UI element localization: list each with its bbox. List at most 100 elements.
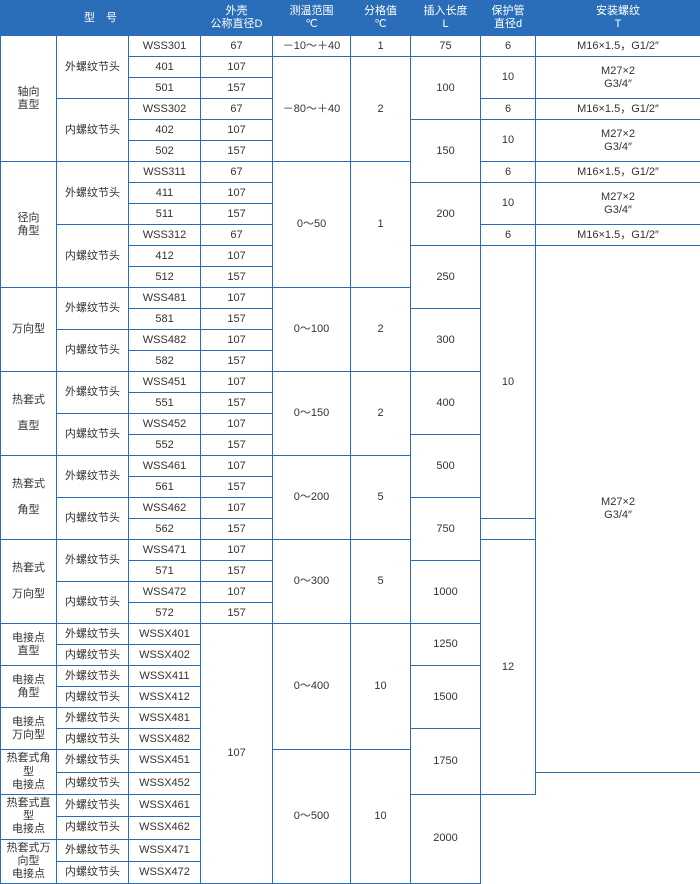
temp: 0～200 [273, 456, 351, 540]
dia: 157 [201, 204, 273, 225]
len: 750 [411, 498, 481, 561]
dia: 157 [201, 603, 273, 624]
joint-ext: 外螺纹节头 [57, 36, 129, 99]
model: WSSX471 [129, 839, 201, 861]
joint-int: 内螺纹节头 [57, 330, 129, 372]
len: 2000 [411, 794, 481, 883]
type-hot-univ-elec: 热套式万向型电接点 [1, 839, 57, 884]
dia: 157 [201, 561, 273, 582]
joint-ext: 外螺纹节头 [57, 456, 129, 498]
thread: M27×2G3/4″ [536, 57, 700, 99]
dia: 107 [201, 456, 273, 477]
joint-ext: 外螺纹节头 [57, 372, 129, 414]
dia: 107 [201, 498, 273, 519]
model: WSSX482 [129, 729, 201, 750]
tube: 6 [481, 162, 536, 183]
div: 10 [351, 624, 411, 750]
temp: 0～100 [273, 288, 351, 372]
dia: 107 [201, 414, 273, 435]
dia: 107 [201, 624, 273, 884]
len: 75 [411, 36, 481, 57]
div: 5 [351, 540, 411, 624]
joint-int: 内螺纹节头 [57, 582, 129, 624]
joint-ext: 外螺纹节头 [57, 666, 129, 687]
dia: 157 [201, 141, 273, 162]
model: WSS302 [129, 99, 201, 120]
model: WSSX472 [129, 861, 201, 883]
dia: 157 [201, 519, 273, 540]
len: 1500 [411, 666, 481, 729]
hdr-len: 插入长度L [411, 1, 481, 36]
type-elec-str: 电接点直型 [1, 624, 57, 666]
joint-ext: 外螺纹节头 [57, 288, 129, 330]
thread: M27×2G3/4″ [536, 246, 700, 772]
len: 250 [411, 246, 481, 309]
tube: 10 [481, 183, 536, 225]
model: 411 [129, 183, 201, 204]
len: 200 [411, 183, 481, 246]
thread: M27×2G3/4″ [536, 120, 700, 162]
model: 401 [129, 57, 201, 78]
div: 5 [351, 456, 411, 540]
div: 2 [351, 372, 411, 456]
div: 1 [351, 36, 411, 57]
model: 552 [129, 435, 201, 456]
len: 300 [411, 309, 481, 372]
joint-ext: 外螺纹节头 [57, 708, 129, 729]
temp: 0～300 [273, 540, 351, 624]
table-row: 径向角型 外螺纹节头 WSS311 67 0～50 1 6 M16×1.5，G1… [1, 162, 700, 183]
joint-int: 内螺纹节头 [57, 861, 129, 883]
model: WSSX411 [129, 666, 201, 687]
model: WSS461 [129, 456, 201, 477]
joint-ext: 外螺纹节头 [57, 162, 129, 225]
joint-int: 内螺纹节头 [57, 498, 129, 540]
model: 412 [129, 246, 201, 267]
dia: 157 [201, 477, 273, 498]
tube: 6 [481, 99, 536, 120]
dia: 157 [201, 435, 273, 456]
div: 10 [351, 750, 411, 884]
thread: M16×1.5，G1/2″ [536, 225, 700, 246]
dia: 107 [201, 582, 273, 603]
model: 511 [129, 204, 201, 225]
joint-ext: 外螺纹节头 [57, 839, 129, 861]
model: 512 [129, 267, 201, 288]
tube: 12 [481, 540, 536, 795]
joint-int: 内螺纹节头 [57, 645, 129, 666]
dia: 107 [201, 246, 273, 267]
hdr-shell: 外壳公称直径D [201, 1, 273, 36]
model: WSS452 [129, 414, 201, 435]
joint-int: 内螺纹节头 [57, 729, 129, 750]
model: WSS312 [129, 225, 201, 246]
joint-ext: 外螺纹节头 [57, 794, 129, 816]
header-row: 型 号 外壳公称直径D 测温范围℃ 分格值℃ 插入长度L 保护管直径d 安装螺纹… [1, 1, 700, 36]
thread: M16×1.5，G1/2″ [536, 99, 700, 120]
len: 1750 [411, 729, 481, 795]
joint-ext: 外螺纹节头 [57, 540, 129, 582]
hdr-tube: 保护管直径d [481, 1, 536, 36]
type-radial: 径向角型 [1, 162, 57, 288]
model: WSSX412 [129, 687, 201, 708]
table-row: 轴向直型 外螺纹节头 WSS301 67 －10～＋40 1 75 6 M16×… [1, 36, 700, 57]
div: 2 [351, 57, 411, 162]
dia: 107 [201, 183, 273, 204]
hdr-thread: 安装螺纹T [536, 1, 700, 36]
type-univ: 万向型 [1, 288, 57, 372]
type-hot-ang: 热套式角型 [1, 456, 57, 540]
model: WSSX462 [129, 817, 201, 839]
joint-int: 内螺纹节头 [57, 772, 129, 794]
model: WSS472 [129, 582, 201, 603]
type-hot-ang-elec: 热套式角型电接点 [1, 750, 57, 795]
thread: M16×1.5，G1/2″ [536, 162, 700, 183]
model: 561 [129, 477, 201, 498]
hdr-div: 分格值℃ [351, 1, 411, 36]
model: WSS482 [129, 330, 201, 351]
model: WSSX402 [129, 645, 201, 666]
joint-int: 内螺纹节头 [57, 414, 129, 456]
dia: 107 [201, 288, 273, 309]
joint-int: 内螺纹节头 [57, 687, 129, 708]
dia: 157 [201, 309, 273, 330]
temp: 0～500 [273, 750, 351, 884]
len: 1000 [411, 561, 481, 624]
len: 500 [411, 435, 481, 498]
